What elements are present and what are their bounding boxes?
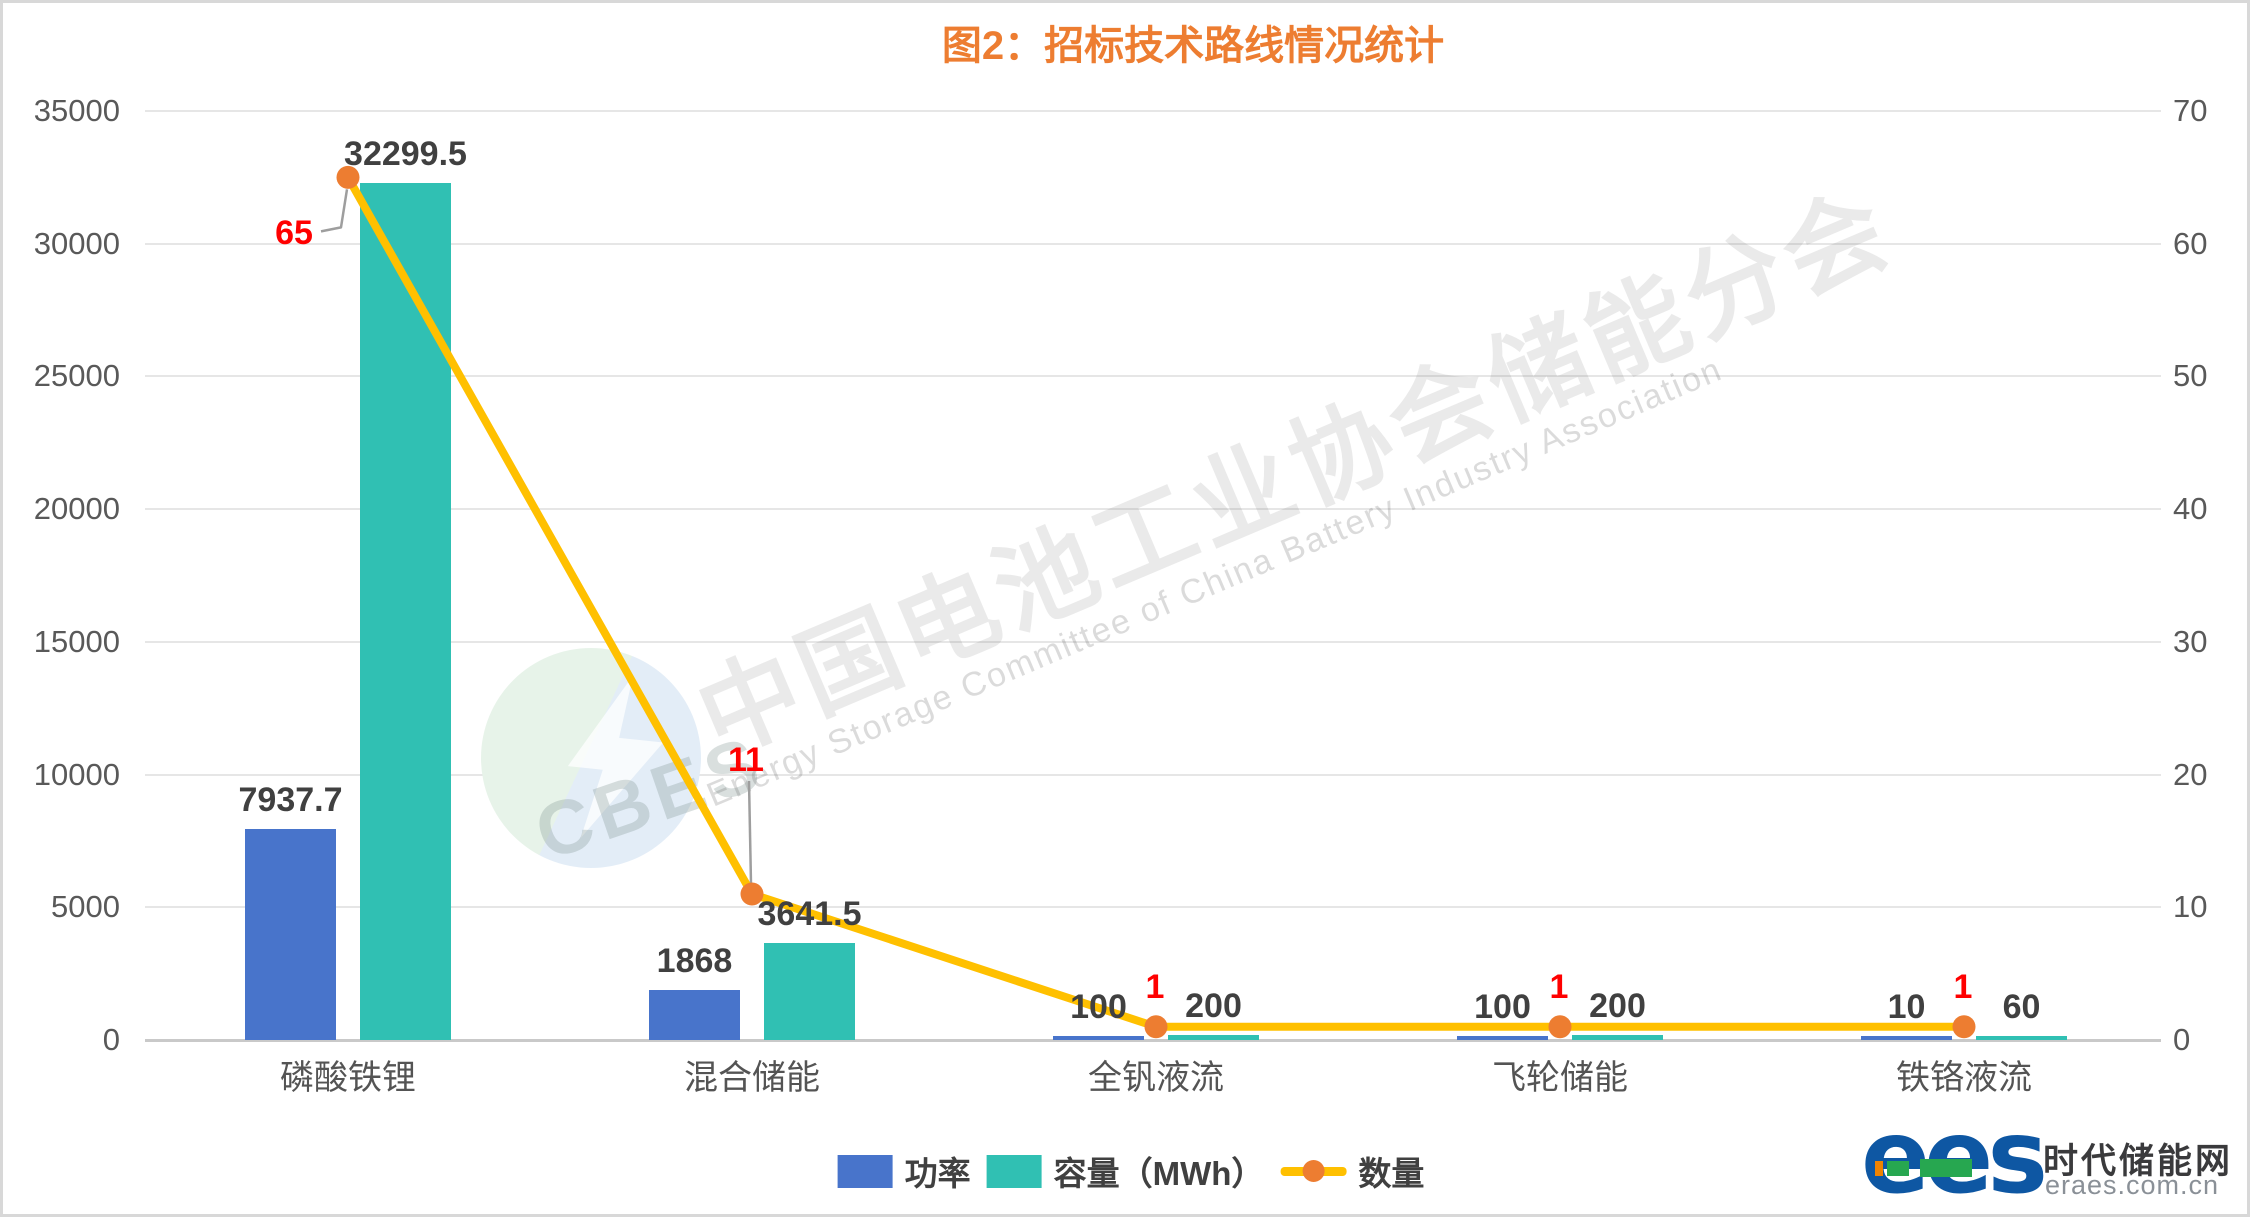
category-label: 飞轮储能 [1492,1059,1628,1097]
y-axis-tick-right: 20 [2173,756,2208,792]
capacity-value-label: 3641.5 [757,895,862,934]
y-axis-tick-left: 35000 [33,93,120,128]
power-value-label: 100 [1070,988,1127,1026]
y-axis-tick-left: 10000 [33,756,120,792]
capacity-legend-swatch [986,1154,1042,1188]
count-marker [1548,1015,1572,1039]
count-value-label: 1 [1145,967,1165,1006]
y-axis-tick-right: 10 [2173,889,2208,925]
y-axis-tick-left: 0 [102,1022,120,1057]
power-bar [1053,1036,1144,1040]
capacity-value-label: 32299.5 [344,134,467,173]
capacity-value-label: 200 [1185,986,1242,1025]
category-label: 铁铬液流 [1896,1059,2032,1097]
count-marker [740,882,764,906]
category-label: 磷酸铁锂 [280,1059,416,1097]
category-label: 混合储能 [684,1059,820,1097]
capacity-bar [1976,1036,2067,1040]
grid-line [145,640,2161,643]
ees-logo: ees [1861,1098,2048,1217]
power-value-label: 10 [1887,988,1926,1026]
legend-label-capacity: 容量（MWh） [1053,1155,1265,1192]
grid-line [145,1039,2161,1042]
capacity-value-label: 200 [1589,986,1646,1025]
legend: 功率 容量（MWh） 数量 [837,1147,1424,1195]
capacity-bar [764,943,855,1040]
count-marker [1144,1015,1168,1039]
leader-line-11 [747,780,753,885]
y-axis-tick-left: 20000 [33,491,120,527]
chart-title: 图2：招标技术路线情况统计 [941,24,1445,68]
count-value-label: 65 [275,214,313,253]
legend-item-power: 功率 [837,1147,971,1195]
legend-item-count: 数量 [1280,1147,1424,1195]
count-line-layer [320,165,1976,1039]
ees-logo-orange-bar-icon [1875,1161,1883,1176]
leader-line-65 [320,189,349,233]
count-legend-line-icon [1280,1160,1347,1182]
y-axis-tick-right: 0 [2173,1022,2191,1057]
legend-label-count: 数量 [1358,1155,1425,1192]
y-axis-tick-right: 60 [2173,225,2208,261]
y-axis-tick-left: 25000 [33,358,120,394]
power-bar [1457,1036,1548,1040]
ees-logo-green-bar-icon [1920,1159,1972,1177]
power-bar [1861,1036,1952,1040]
legend-label-power: 功率 [904,1155,971,1192]
legend-item-capacity: 容量（MWh） [986,1147,1265,1195]
grid-line [145,773,2161,776]
power-value-label: 100 [1474,988,1531,1026]
count-value-label: 1 [1549,967,1569,1006]
capacity-bar [1168,1034,1259,1040]
grid-line [145,508,2161,511]
count-value-label: 11 [728,741,764,779]
y-axis-tick-right: 40 [2173,491,2208,527]
power-value-label: 7937.7 [238,781,343,820]
capacity-value-label: 60 [2002,988,2041,1026]
grid-line [145,375,2161,378]
power-legend-swatch [837,1154,893,1188]
y-axis-tick-right: 50 [2173,358,2208,394]
site-name: 时代储能网 [2043,1142,2234,1181]
y-axis-tick-left: 30000 [33,225,120,261]
count-value-label: 1 [1953,967,1973,1006]
watermark-association-logo [481,648,701,868]
y-axis-tick-left: 15000 [33,623,120,659]
y-axis-tick-right: 70 [2173,93,2208,128]
grid-line [145,242,2161,245]
capacity-bar [1572,1034,1663,1040]
power-bar [649,990,740,1040]
ees-logo-small-green-bar-icon [1887,1161,1909,1176]
power-value-label: 1868 [656,942,733,981]
power-bar [245,829,336,1040]
count-marker [1952,1015,1976,1039]
site-url: eraes.com.cn [2045,1170,2220,1200]
count-legend-dot-icon [1302,1160,1325,1182]
count-marker [336,165,360,189]
grid-line [145,110,2161,112]
category-label: 全钒液流 [1088,1059,1224,1097]
count-line [344,175,1964,1031]
grid-line [145,906,2161,909]
y-axis-tick-right: 30 [2173,623,2208,659]
y-axis-tick-left: 5000 [51,889,120,925]
